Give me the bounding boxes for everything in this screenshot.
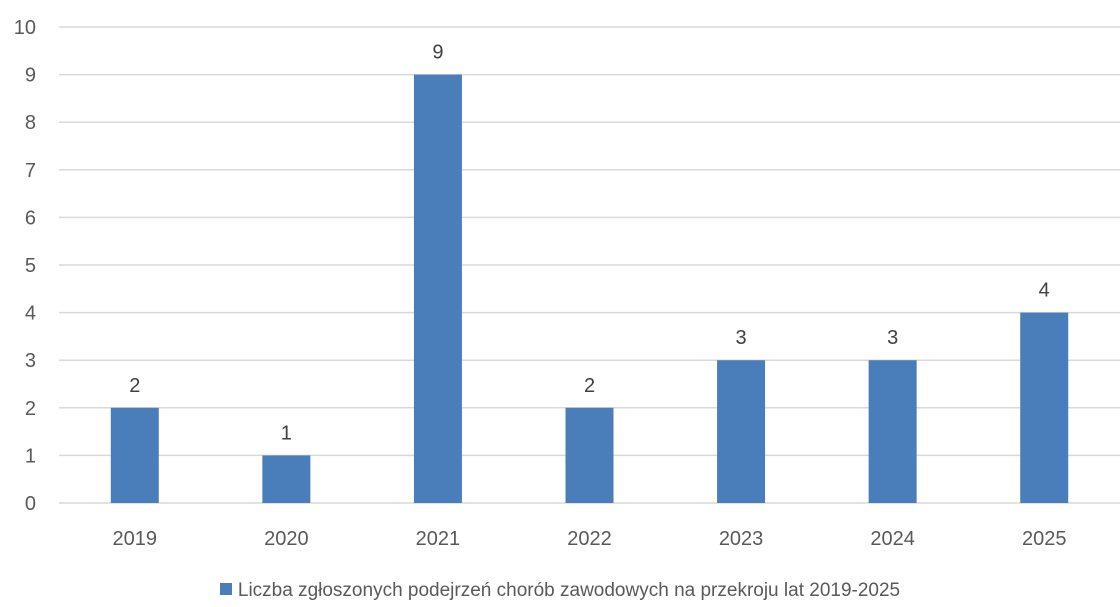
y-tick-label: 7 [25,160,36,182]
bar [1020,312,1069,503]
data-label: 3 [736,327,747,349]
legend-swatch [219,583,232,595]
bar [868,360,917,503]
y-tick-label: 9 [25,65,36,87]
x-tick-label: 2022 [567,528,612,550]
x-tick-label: 2025 [1022,528,1067,550]
legend-label: Liczba zgłoszonych podejrzeń chorób zawo… [237,580,901,601]
data-label: 2 [584,375,595,397]
y-tick-label: 6 [25,207,36,229]
bar [110,407,159,503]
bar [717,360,766,503]
data-label: 1 [281,422,292,444]
y-tick-label: 0 [25,493,36,515]
y-tick-label: 8 [25,112,36,134]
y-tick-label: 2 [25,398,36,420]
y-tick-label: 10 [14,17,36,39]
y-tick-label: 3 [25,350,36,372]
x-tick-label: 2024 [870,528,915,550]
x-tick-label: 2021 [416,528,461,550]
legend: Liczba zgłoszonych podejrzeń chorób zawo… [0,580,1120,602]
data-label: 9 [432,42,443,64]
y-tick-label: 1 [25,445,36,467]
x-tick-label: 2019 [113,528,158,550]
y-tick-label: 5 [25,255,36,277]
data-label: 3 [887,327,898,349]
data-labels: 2 1 9 2 3 3 4 [129,42,1050,445]
x-tick-label: 2020 [264,528,309,550]
y-tick-label: 4 [25,303,36,325]
y-axis-ticks: 0 1 2 3 4 5 6 7 8 9 10 [14,17,36,515]
data-label: 4 [1039,280,1050,302]
bars [110,74,1069,503]
x-axis-ticks: 2019 2020 2021 2022 2023 2024 2025 [113,528,1067,550]
gridlines [59,26,1120,504]
bar [565,407,614,503]
x-tick-label: 2023 [719,528,764,550]
bar [413,74,462,503]
bar [262,455,311,503]
data-label: 2 [129,375,140,397]
